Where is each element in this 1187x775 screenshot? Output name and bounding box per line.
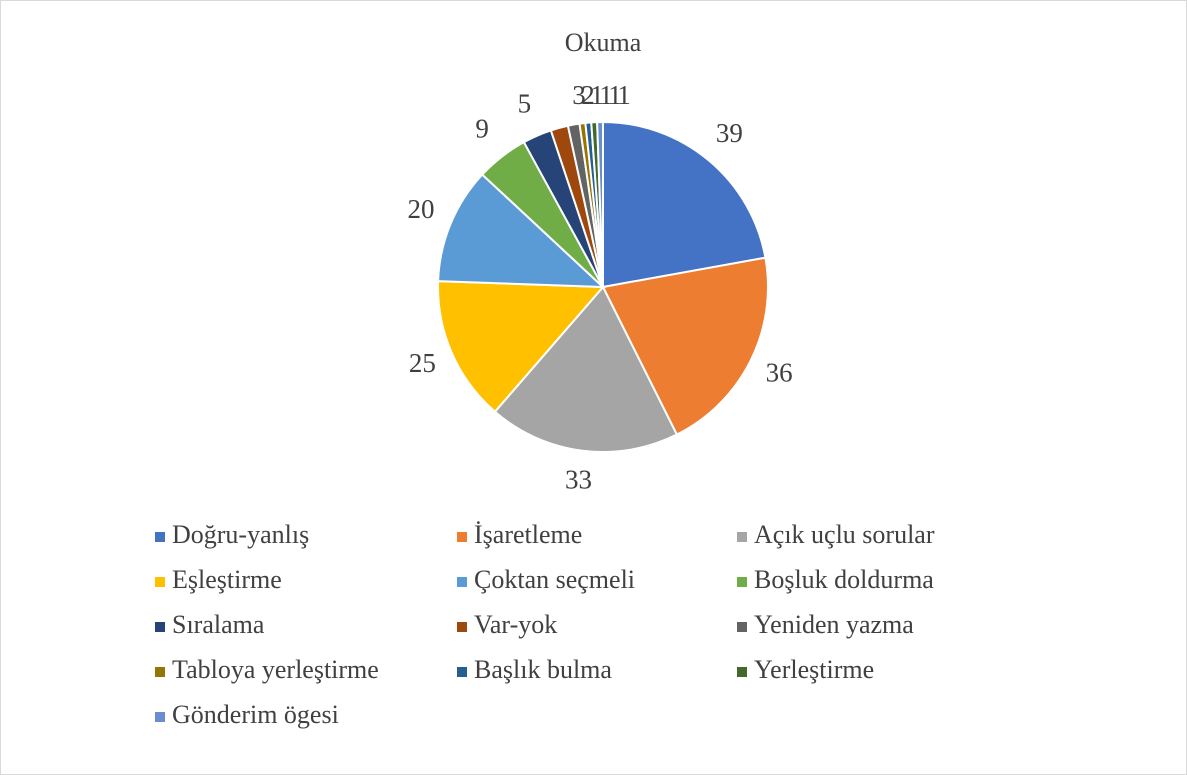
legend-label: Tabloya yerleştirme (172, 655, 379, 684)
data-label: 2 (581, 80, 595, 110)
legend-swatch (155, 577, 165, 587)
data-label: 1 (608, 80, 622, 110)
legend-swatch (155, 712, 165, 722)
legend-label: İşaretleme (474, 520, 582, 549)
legend-swatch (457, 622, 467, 632)
data-label: 20 (407, 194, 434, 224)
chart-title: Okuma (565, 28, 642, 57)
pie-slice (437, 173, 606, 289)
legend-label: Sıralama (172, 610, 265, 639)
legend-label: Var-yok (474, 610, 557, 639)
legend-swatch (457, 667, 467, 677)
legend-label: Açık uçlu sorular (754, 520, 935, 549)
data-label: 33 (565, 465, 592, 495)
pie-slice (602, 120, 767, 289)
legend-label: Boşluk doldurma (754, 565, 934, 594)
legend-swatch (737, 667, 747, 677)
data-label: 3 (572, 80, 586, 110)
legend-label: Eşleştirme (172, 565, 282, 594)
legend-swatch (155, 622, 165, 632)
data-label: 25 (409, 348, 436, 378)
legend-swatch (737, 622, 747, 632)
legend-label: Yerleştirme (754, 655, 874, 684)
data-label: 1 (590, 80, 604, 110)
legend-swatch (155, 532, 165, 542)
legend-swatch (737, 532, 747, 542)
legend-swatch (457, 577, 467, 587)
legend-label: Doğru-yanlış (172, 520, 309, 549)
data-label: 9 (475, 114, 489, 144)
legend-label: Çoktan seçmeli (474, 565, 635, 594)
legend-swatch (737, 577, 747, 587)
pie-slice (493, 285, 679, 453)
legend-label: Gönderim ögesi (172, 700, 339, 729)
data-label: 1 (617, 80, 631, 110)
legend-swatch (155, 667, 165, 677)
data-label: 39 (716, 118, 743, 148)
data-label: 5 (518, 89, 532, 119)
legend-label: Yeniden yazma (754, 610, 914, 639)
legend-swatch (457, 532, 467, 542)
data-label: 1 (599, 80, 613, 110)
pie-slice (437, 280, 606, 414)
legend-label: Başlık bulma (474, 655, 612, 684)
pie-slice (601, 256, 769, 436)
pie-slice (596, 120, 604, 288)
data-label: 36 (766, 357, 793, 387)
